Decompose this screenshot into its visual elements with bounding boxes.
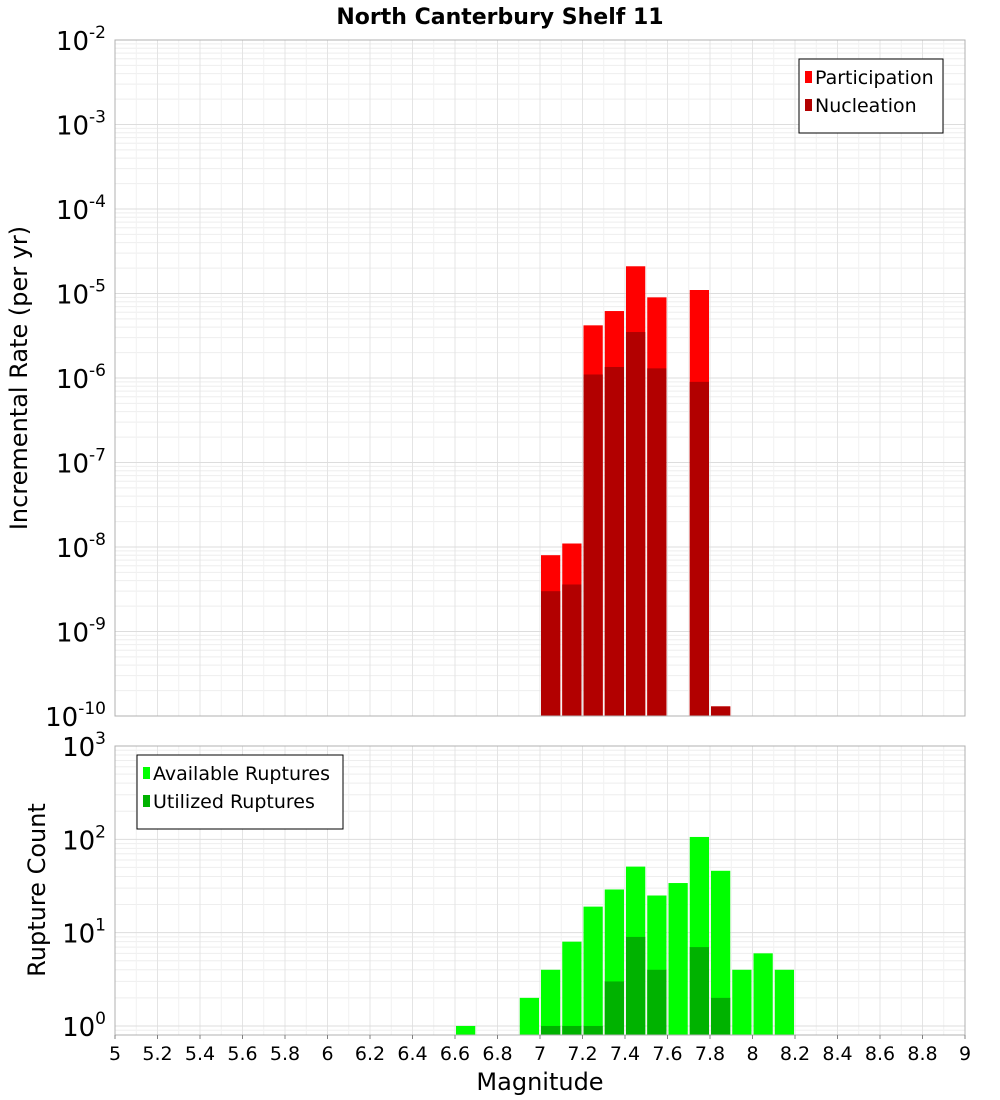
top-bar	[541, 591, 561, 716]
top-y-tick-label: 10-9	[56, 615, 106, 649]
x-tick-label: 5.8	[270, 1043, 300, 1065]
x-tick-label: 5.2	[142, 1043, 172, 1065]
top-y-tick-label: 10-4	[56, 192, 106, 226]
top-frame	[114, 39, 966, 717]
bottom-bar	[668, 883, 688, 1035]
bottom-bar	[689, 947, 709, 1035]
x-tick-label: 6	[321, 1043, 333, 1065]
top-bar	[604, 366, 624, 716]
bottom-legend-swatch	[143, 795, 150, 807]
top-y-tick-label: 10-2	[56, 23, 106, 57]
x-axis-label: Magnitude	[476, 1068, 603, 1096]
top-legend-box	[798, 58, 944, 134]
top-bar	[689, 381, 709, 716]
x-tick-label: 7.8	[695, 1043, 725, 1065]
x-tick-label: 8	[746, 1043, 758, 1065]
chart-title: North Canterbury Shelf 11	[336, 5, 663, 30]
x-tick-label: 8.8	[907, 1043, 937, 1065]
bottom-bar	[519, 997, 539, 1035]
bottom-bar	[456, 1025, 476, 1035]
bottom-bar	[541, 969, 561, 1035]
bottom-bar	[774, 969, 794, 1035]
bottom-bar	[541, 1025, 561, 1035]
bottom-bar	[753, 953, 773, 1035]
bottom-y-tick-label: 102	[62, 822, 106, 856]
top-bar	[647, 368, 667, 716]
top-legend-label: Nucleation	[815, 95, 917, 117]
top-legend-swatch	[805, 71, 812, 83]
top-y-axis-label: Incremental Rate (per yr)	[5, 226, 33, 530]
bottom-bar	[562, 941, 582, 1035]
bottom-bar	[583, 906, 603, 1035]
top-grid	[114, 39, 966, 717]
x-tick-label: 6.4	[397, 1043, 427, 1065]
bottom-legend-label: Available Ruptures	[153, 763, 330, 785]
x-tick-label: 5	[109, 1043, 121, 1065]
bottom-bar	[647, 969, 667, 1035]
top-bar	[711, 706, 731, 716]
bottom-y-tick-label: 101	[62, 916, 106, 950]
bottom-bar	[732, 969, 752, 1035]
bottom-series-1	[541, 936, 731, 1035]
top-series-1	[541, 332, 731, 716]
top-plot-area: 10-10 10-9 10-8 10-7 10-6 10-5 10-4 10-3 10-2 Par…	[45, 23, 966, 733]
x-tick-label: 5.6	[227, 1043, 257, 1065]
bottom-legend: Available Ruptures Utilized Ruptures	[136, 754, 344, 830]
x-tick-label: 8.4	[822, 1043, 852, 1065]
top-bar	[583, 374, 603, 716]
x-tick-label: 6.6	[440, 1043, 470, 1065]
top-y-tick-label: 10-3	[56, 108, 106, 142]
top-y-tick-label: 10-10	[45, 699, 106, 733]
top-y-tick-label: 10-5	[56, 277, 106, 311]
bottom-y-tick-label: 103	[62, 729, 106, 763]
x-tick-label: 9	[959, 1043, 971, 1065]
x-tick-label: 7	[534, 1043, 546, 1065]
top-bar	[562, 584, 582, 716]
x-tick-label: 7.4	[610, 1043, 640, 1065]
bottom-bar	[711, 870, 731, 1035]
bottom-bar	[711, 997, 731, 1035]
bottom-y-tick-label: 100	[62, 1009, 106, 1043]
top-legend-label: Participation	[815, 67, 934, 89]
bottom-bar	[604, 981, 624, 1035]
bottom-legend-box	[136, 754, 344, 830]
x-tick-label: 7.2	[567, 1043, 597, 1065]
x-tick-label: 6.8	[482, 1043, 512, 1065]
bottom-y-axis-label: Rupture Count	[23, 803, 51, 977]
top-legend: Participation Nucleation	[798, 58, 944, 134]
top-bar	[626, 332, 646, 716]
top-y-tick-label: 10-6	[56, 361, 106, 395]
x-tick-label: 8.6	[865, 1043, 895, 1065]
x-tick-label: 6.2	[355, 1043, 385, 1065]
bottom-bar	[626, 936, 646, 1035]
x-tick-label: 8.2	[780, 1043, 810, 1065]
top-y-tick-label: 10-8	[56, 530, 106, 564]
bottom-legend-swatch	[143, 767, 150, 779]
top-y-tick-label: 10-7	[56, 446, 106, 480]
bottom-bar	[583, 1025, 603, 1035]
x-tick-label: 7.6	[652, 1043, 682, 1065]
x-tick-label: 5.4	[185, 1043, 215, 1065]
bottom-legend-label: Utilized Ruptures	[153, 791, 315, 813]
top-legend-swatch	[805, 99, 812, 111]
bottom-bar	[562, 1025, 582, 1035]
